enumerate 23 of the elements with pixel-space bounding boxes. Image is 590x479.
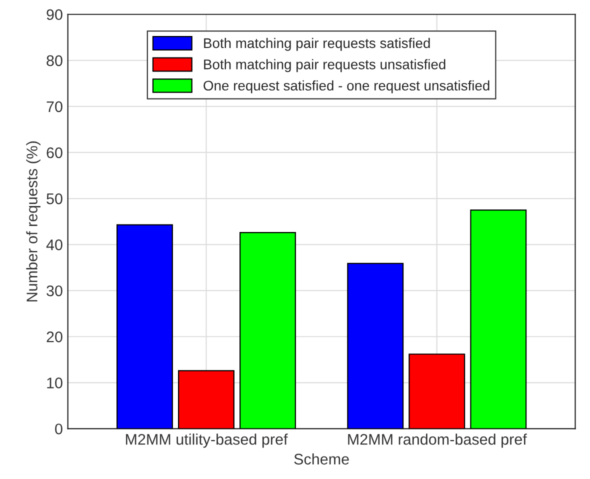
y-tick-label: 30: [46, 285, 62, 296]
y-tick-label: 80: [46, 55, 62, 66]
y-axis-title: Number of requests (%): [26, 141, 40, 302]
y-tick-label: 10: [47, 378, 62, 388]
legend-label: Both matching pair requests unsatisfied: [204, 59, 446, 72]
y-tick-label: 70: [46, 101, 62, 112]
bar: [116, 224, 173, 429]
y-tick-label: 90: [46, 9, 62, 20]
y-tick-label: 0: [55, 424, 62, 434]
bar: [470, 209, 527, 429]
bar: [347, 262, 404, 429]
y-tick-label: 40: [46, 239, 62, 250]
x-tick-label: M2MM random-based pref: [348, 434, 527, 448]
legend-label: Both matching pair requests satisfied: [204, 38, 430, 51]
bar: [240, 232, 296, 429]
x-axis-title: Scheme: [294, 453, 349, 465]
y-tick-label: 20: [46, 332, 62, 342]
y-tick-label: 50: [46, 193, 62, 204]
y-tick-label: 60: [46, 147, 62, 158]
bar: [408, 354, 466, 429]
x-tick-label: M2MM utility-based pref: [126, 434, 288, 448]
legend-label: One request satisfied - one request unsatisfied: [204, 80, 490, 94]
bar: [178, 370, 234, 429]
